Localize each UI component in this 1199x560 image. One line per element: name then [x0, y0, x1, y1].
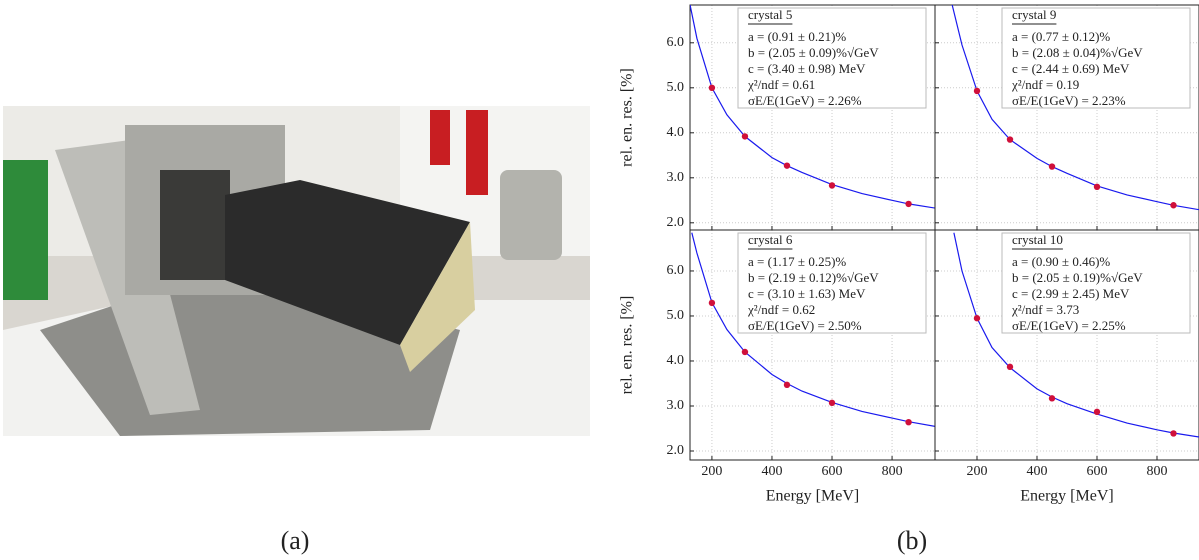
y-tick-label: 2.0 — [667, 215, 685, 230]
annotation: c = (3.10 ± 1.63) MeV — [748, 286, 866, 301]
annotation: a = (0.90 ± 0.46)% — [1012, 254, 1110, 269]
data-point — [708, 299, 716, 307]
x-tick-label: 800 — [882, 464, 903, 479]
annotation: σE/E(1GeV) = 2.25% — [1012, 318, 1126, 333]
data-point — [1048, 395, 1056, 402]
x-tick-label: 600 — [1087, 464, 1108, 479]
x-tick-label: 400 — [1027, 464, 1048, 479]
panel-title: crystal 9 — [1012, 7, 1056, 22]
photo — [3, 106, 590, 436]
data-point — [973, 315, 981, 322]
data-point — [828, 182, 836, 189]
annotation: χ²/ndf = 0.19 — [1011, 77, 1079, 92]
annotation: a = (1.17 ± 0.25)% — [748, 254, 846, 269]
x-tick-label: 200 — [967, 464, 988, 479]
annotation: χ²/ndf = 0.61 — [747, 77, 815, 92]
data-point — [741, 133, 749, 140]
y-tick-label: 6.0 — [667, 35, 685, 50]
x-tick-label: 400 — [761, 464, 782, 479]
x-axis-label: Energy [MeV] — [1020, 488, 1113, 505]
data-point — [741, 348, 749, 356]
annotation: σE/E(1GeV) = 2.26% — [748, 93, 862, 108]
legend-box — [737, 7, 927, 109]
data-point — [783, 162, 791, 169]
data-point — [905, 200, 912, 208]
annotation: a = (0.91 ± 0.21)% — [748, 29, 846, 44]
y-tick-label: 5.0 — [667, 80, 685, 95]
annotation: b = (2.05 ± 0.19)%√GeV — [1012, 270, 1143, 285]
y-tick-label: 6.0 — [667, 263, 685, 278]
panel-title: crystal 10 — [1012, 232, 1063, 247]
data-point — [1170, 430, 1177, 437]
annotation: χ²/ndf = 3.73 — [1011, 302, 1079, 317]
y-tick-label: 3.0 — [667, 170, 685, 185]
data-point — [1006, 363, 1014, 371]
y-tick-label: 2.0 — [667, 443, 685, 458]
x-tick-label: 800 — [1147, 464, 1168, 479]
caption: (a) — [281, 526, 310, 555]
data-point — [1048, 163, 1056, 170]
annotation: b = (2.19 ± 0.12)%√GeV — [748, 270, 879, 285]
x-tick-label: 600 — [822, 464, 843, 479]
legend-box — [1001, 7, 1191, 109]
data-point — [1170, 202, 1177, 209]
y-tick-label: 3.0 — [667, 398, 685, 413]
x-axis-label: Energy [MeV] — [766, 488, 859, 505]
data-point — [1093, 408, 1101, 416]
annotation: c = (2.99 ± 2.45) MeV — [1012, 286, 1130, 301]
legend-box — [1001, 232, 1191, 334]
plot-frame — [934, 229, 1199, 461]
y-tick-label: 4.0 — [667, 353, 685, 368]
y-axis-label: rel. en. res. [%] — [619, 68, 636, 167]
data-point — [905, 418, 912, 426]
panel-title: crystal 5 — [748, 7, 792, 22]
annotation: c = (2.44 ± 0.69) MeV — [1012, 61, 1130, 76]
data-point — [708, 84, 716, 92]
y-tick-label: 4.0 — [667, 125, 685, 140]
annotation: c = (3.40 ± 0.98) MeV — [748, 61, 866, 76]
legend-box — [737, 232, 927, 334]
x-tick-label: 200 — [701, 464, 722, 479]
caption: (b) — [897, 526, 927, 555]
y-axis-label: rel. en. res. [%] — [619, 296, 636, 395]
annotation: a = (0.77 ± 0.12)% — [1012, 29, 1110, 44]
y-tick-label: 5.0 — [667, 308, 685, 323]
annotation: b = (2.08 ± 0.04)%√GeV — [1012, 45, 1143, 60]
data-point — [1093, 183, 1101, 190]
annotation: σE/E(1GeV) = 2.50% — [748, 318, 862, 333]
annotation: b = (2.05 ± 0.09)%√GeV — [748, 45, 879, 60]
annotation: χ²/ndf = 0.62 — [747, 302, 815, 317]
data-point — [828, 399, 836, 407]
annotation: σE/E(1GeV) = 2.23% — [1012, 93, 1126, 108]
panel-title: crystal 6 — [748, 232, 793, 247]
data-point — [1006, 136, 1014, 143]
data-point — [973, 87, 981, 95]
data-point — [783, 381, 791, 389]
